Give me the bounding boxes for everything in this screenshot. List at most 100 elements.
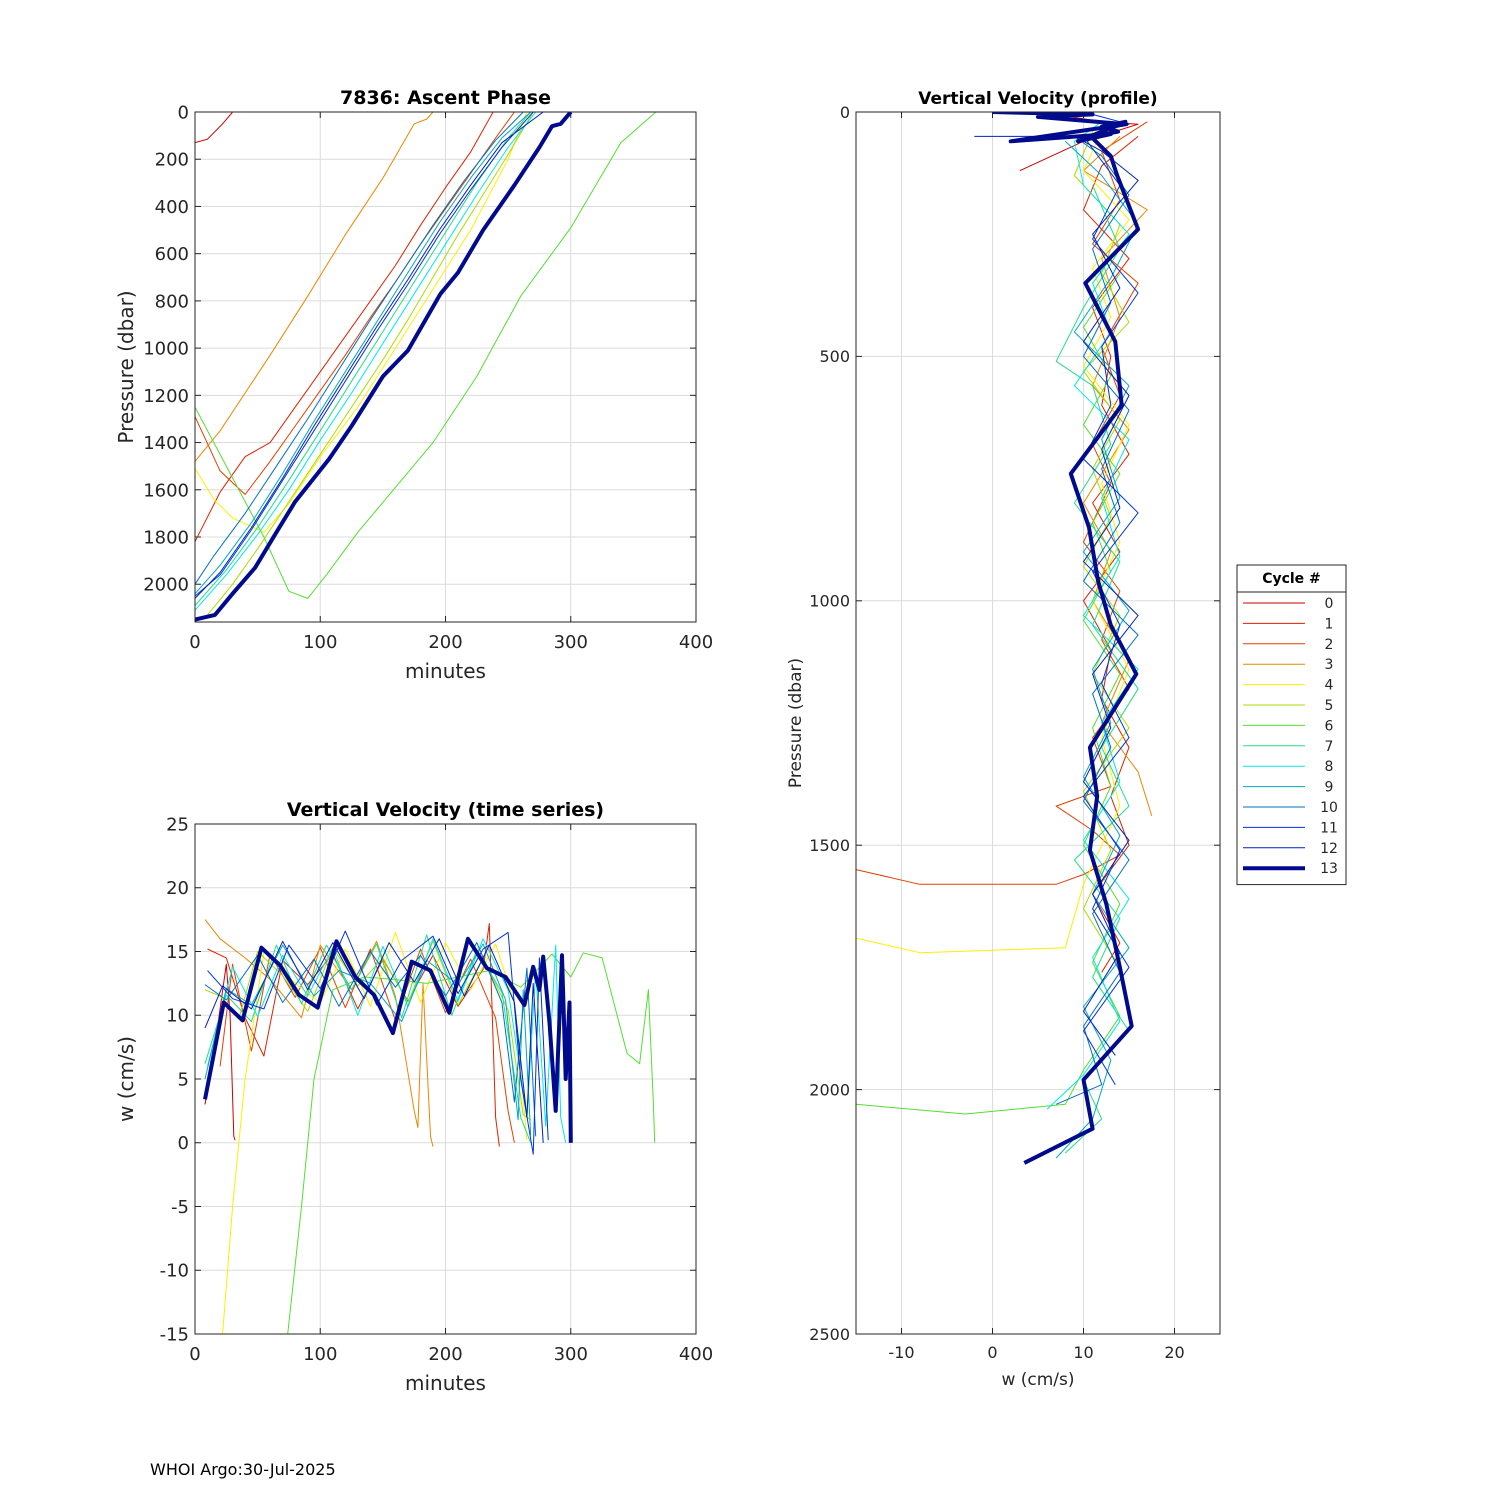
series-line-cycle-9 (1055, 140, 1139, 1159)
series-line-cycle-4 (222, 931, 528, 1334)
series-line-cycle-3 (1083, 136, 1153, 817)
series-line-cycle-12 (204, 938, 544, 1143)
y-tick-label: 0 (840, 103, 850, 122)
x-tick-label: 200 (428, 632, 462, 653)
y-tick-label: -15 (160, 1324, 189, 1345)
y-tick-label: 0 (178, 102, 189, 123)
x-axis-label: w (cm/s) (1001, 1370, 1074, 1390)
series-line-cycle-2 (856, 121, 1148, 885)
series-line-cycle-11 (195, 112, 534, 597)
x-tick-label: 200 (428, 1344, 462, 1365)
series-line-cycle-1 (195, 112, 494, 542)
footer-text: WHOI Argo:30-Jul-2025 (150, 1460, 336, 1479)
y-tick-label: 600 (155, 244, 189, 265)
series-line-cycle-6 (856, 273, 1121, 1115)
legend-label-6: 6 (1325, 718, 1334, 734)
y-tick-label: 1400 (143, 433, 189, 454)
y-axis-label: Pressure (dbar) (786, 658, 806, 788)
y-tick-label: 20 (166, 878, 189, 899)
legend-label-12: 12 (1320, 841, 1338, 857)
x-tick-label: 300 (554, 632, 588, 653)
y-axis-label: Pressure (dbar) (114, 290, 138, 443)
x-tick-label: 0 (189, 632, 200, 653)
series-line-cycle-10 (1010, 135, 1139, 1105)
x-tick-label: 100 (303, 632, 337, 653)
y-tick-label: 1500 (809, 836, 850, 855)
series-line-cycle-5 (204, 940, 531, 1121)
y-tick-label: 0 (178, 1133, 189, 1154)
legend-label-8: 8 (1325, 759, 1334, 775)
x-tick-label: 400 (679, 1344, 713, 1365)
series-line-cycle-9 (195, 112, 532, 595)
legend-box (1236, 564, 1347, 886)
series-line-cycle-2 (219, 947, 515, 1143)
series-line-cycle-6 (287, 952, 656, 1334)
y-tick-label: -10 (160, 1261, 189, 1282)
series-line-cycle-4 (195, 112, 528, 533)
series-line-cycle-10 (204, 942, 537, 1137)
axes-frame (855, 111, 1221, 1335)
legend-label-13: 13 (1320, 861, 1338, 877)
series-line-cycle-1 (1083, 136, 1139, 973)
y-tick-label: 1000 (143, 339, 189, 360)
series-line-cycle-9 (204, 943, 532, 1136)
y-tick-label: 2500 (809, 1325, 850, 1344)
series-line-cycle-7 (195, 112, 532, 606)
y-axis-label: w (cm/s) (114, 1036, 138, 1122)
chart-panel-2: -10 0 10 20 0 500 1000 1500 2000 2500 Vertical Vel… (786, 89, 1221, 1390)
y-tick-label: 1000 (809, 592, 850, 611)
series-line-cycle-2 (195, 112, 515, 495)
x-tick-label: 0 (189, 1344, 200, 1365)
y-tick-label: 15 (166, 942, 189, 963)
y-tick-label: 2000 (143, 575, 189, 596)
y-tick-label: 400 (155, 197, 189, 218)
chart-title: 7836: Ascent Phase (340, 87, 551, 109)
legend-label-1: 1 (1325, 616, 1334, 632)
y-tick-label: 800 (155, 291, 189, 312)
legend-title: Cycle # (1262, 571, 1321, 587)
y-tick-label: 1800 (143, 527, 189, 548)
x-tick-label: 20 (1164, 1343, 1184, 1362)
series-line-cycle-12 (195, 112, 544, 599)
series-line-cycle-10 (195, 112, 524, 585)
series-line-cycle-8 (195, 112, 537, 611)
series-line-cycle-3 (204, 919, 434, 1147)
x-tick-label: 100 (303, 1344, 337, 1365)
legend-label-9: 9 (1325, 780, 1334, 796)
series-line-cycle-8 (207, 938, 567, 1143)
legend-label-4: 4 (1325, 678, 1334, 694)
x-axis-label: minutes (405, 659, 486, 683)
chart-panel-1: 0 100 200 300 400 -15 -10 -5 0 5 10 15 20 25 Vertical … (114, 799, 713, 1395)
x-tick-label: -10 (888, 1343, 914, 1362)
y-tick-label: 5 (178, 1069, 189, 1090)
x-tick-label: 0 (987, 1343, 997, 1362)
chart-title: Vertical Velocity (profile) (918, 89, 1157, 109)
legend-label-0: 0 (1325, 596, 1334, 612)
chart-panel-0: 0 100 200 300 400 0 200 400 600 800 1000 1200 1400 16… (114, 87, 713, 683)
series-line-cycle-13 (203, 936, 573, 1143)
y-tick-label: 25 (166, 814, 189, 835)
series-group (195, 112, 657, 622)
legend-label-2: 2 (1325, 637, 1334, 653)
series-line-cycle-3 (195, 112, 434, 462)
series-line-cycle-4 (856, 131, 1130, 954)
series-line-cycle-13 (195, 112, 573, 622)
legend-label-7: 7 (1325, 739, 1334, 755)
series-group (203, 919, 656, 1334)
y-tick-label: 1200 (143, 386, 189, 407)
series-line-cycle-13 (992, 112, 1141, 1165)
y-tick-label: 10 (166, 1006, 189, 1027)
plot-area (856, 112, 1220, 1334)
x-axis-label: minutes (405, 1371, 486, 1395)
y-tick-label: -5 (171, 1197, 189, 1218)
series-line-cycle-7 (204, 934, 532, 1143)
y-tick-label: 500 (819, 347, 850, 366)
axes-frame (194, 111, 697, 623)
x-tick-label: 300 (554, 1344, 588, 1365)
series-group (856, 112, 1153, 1165)
series-line-cycle-0 (195, 112, 233, 144)
y-tick-label: 200 (155, 150, 189, 171)
axes-frame (194, 823, 697, 1335)
x-tick-label: 10 (1073, 1343, 1093, 1362)
